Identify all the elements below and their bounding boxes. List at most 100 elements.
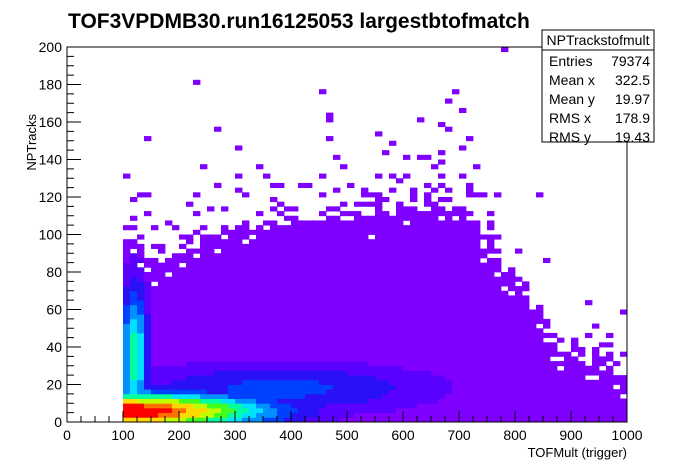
heatmap-cell — [298, 417, 306, 423]
heatmap-cell — [522, 314, 530, 320]
heatmap-cell — [466, 332, 474, 339]
heatmap-cell — [312, 243, 320, 249]
heatmap-cell — [375, 323, 383, 329]
heatmap-cell — [284, 272, 292, 278]
heatmap-cell — [417, 229, 425, 235]
heatmap-cell — [368, 342, 376, 348]
heatmap-cell — [375, 225, 383, 231]
heatmap-cell — [158, 351, 166, 357]
heatmap-cell — [242, 365, 250, 371]
heatmap-cell — [606, 389, 614, 395]
heatmap-cell — [368, 248, 376, 254]
heatmap-cell — [375, 239, 383, 245]
heatmap-cell — [438, 398, 446, 404]
heatmap-cell — [298, 347, 306, 353]
heatmap-cell — [368, 281, 376, 287]
heatmap-cell — [123, 361, 131, 367]
heatmap-cell — [620, 417, 628, 423]
heatmap-cell — [389, 225, 397, 231]
heatmap-cell — [277, 417, 285, 423]
heatmap-cell — [172, 253, 180, 259]
heatmap-cell — [487, 337, 495, 343]
heatmap-cell — [340, 365, 348, 371]
heatmap-cell — [494, 248, 502, 254]
heatmap-cell — [242, 328, 250, 334]
heatmap-cell — [256, 248, 264, 254]
heatmap-cell — [326, 272, 334, 278]
heatmap-cell — [487, 267, 495, 273]
heatmap-cell — [459, 295, 467, 301]
heatmap-cell — [340, 375, 348, 381]
heatmap-cell — [249, 243, 257, 249]
heatmap-cell — [186, 304, 194, 310]
heatmap-cell — [200, 234, 208, 240]
heatmap-cell — [284, 243, 292, 249]
heatmap-cell — [466, 211, 474, 217]
heatmap-cell — [494, 393, 502, 399]
heatmap-cell — [284, 206, 292, 212]
heatmap-cell — [228, 272, 236, 278]
heatmap-cell — [326, 220, 334, 226]
heatmap-cell — [214, 262, 222, 268]
heatmap-cell — [214, 318, 222, 324]
heatmap-cell — [326, 375, 334, 381]
heatmap-cell — [361, 262, 369, 268]
heatmap-cell — [564, 351, 572, 357]
heatmap-cell — [284, 384, 292, 390]
heatmap-cell — [298, 239, 306, 245]
x-tick-label: 200 — [167, 427, 191, 443]
heatmap-cell — [333, 220, 341, 226]
heatmap-cell — [522, 412, 530, 418]
heatmap-cell — [508, 281, 516, 287]
heatmap-cell — [354, 215, 362, 221]
heatmap-cell — [389, 281, 397, 287]
heatmap-cell — [396, 328, 404, 334]
heatmap-cell — [305, 304, 313, 310]
heatmap-cell — [158, 300, 166, 306]
heatmap-cell — [256, 164, 264, 170]
heatmap-cell — [277, 407, 285, 414]
heatmap-cell — [319, 375, 327, 381]
heatmap-cell — [613, 361, 621, 367]
heatmap-cell — [291, 403, 299, 409]
heatmap-cell — [431, 314, 439, 320]
heatmap-cell — [389, 173, 397, 179]
heatmap-cell — [515, 347, 523, 353]
heatmap-cell — [284, 361, 292, 367]
heatmap-cell — [354, 370, 362, 376]
heatmap-cell — [466, 417, 474, 423]
heatmap-cell — [354, 389, 362, 395]
heatmap-cell — [571, 393, 579, 399]
heatmap-cell — [319, 347, 327, 353]
heatmap-cell — [382, 295, 390, 301]
heatmap-cell — [312, 412, 320, 418]
heatmap-cell — [312, 257, 320, 264]
heatmap-cell — [193, 295, 201, 301]
heatmap-cell — [326, 290, 334, 296]
heatmap-cell — [347, 412, 355, 418]
heatmap-cell — [235, 290, 243, 296]
heatmap-cell — [368, 347, 376, 353]
heatmap-cell — [389, 379, 397, 385]
heatmap-cell — [221, 407, 229, 414]
heatmap-cell — [186, 300, 194, 306]
heatmap-cell — [592, 398, 600, 404]
heatmap-cell — [242, 243, 250, 249]
heatmap-cell — [221, 300, 229, 306]
heatmap-cell — [417, 309, 425, 315]
heatmap-cell — [389, 290, 397, 296]
heatmap-cell — [263, 173, 271, 179]
heatmap-cell — [487, 239, 495, 245]
heatmap-cell — [144, 295, 152, 301]
heatmap-cell — [480, 398, 488, 404]
heatmap-cell — [305, 361, 313, 367]
heatmap-cell — [242, 267, 250, 273]
heatmap-cell — [354, 393, 362, 399]
heatmap-cell — [410, 398, 418, 404]
heatmap-cell — [207, 290, 215, 296]
heatmap-cell — [487, 318, 495, 324]
heatmap-cell — [571, 379, 579, 385]
heatmap-cell — [361, 201, 369, 207]
heatmap-cell — [389, 342, 397, 348]
heatmap-cell — [228, 356, 236, 362]
